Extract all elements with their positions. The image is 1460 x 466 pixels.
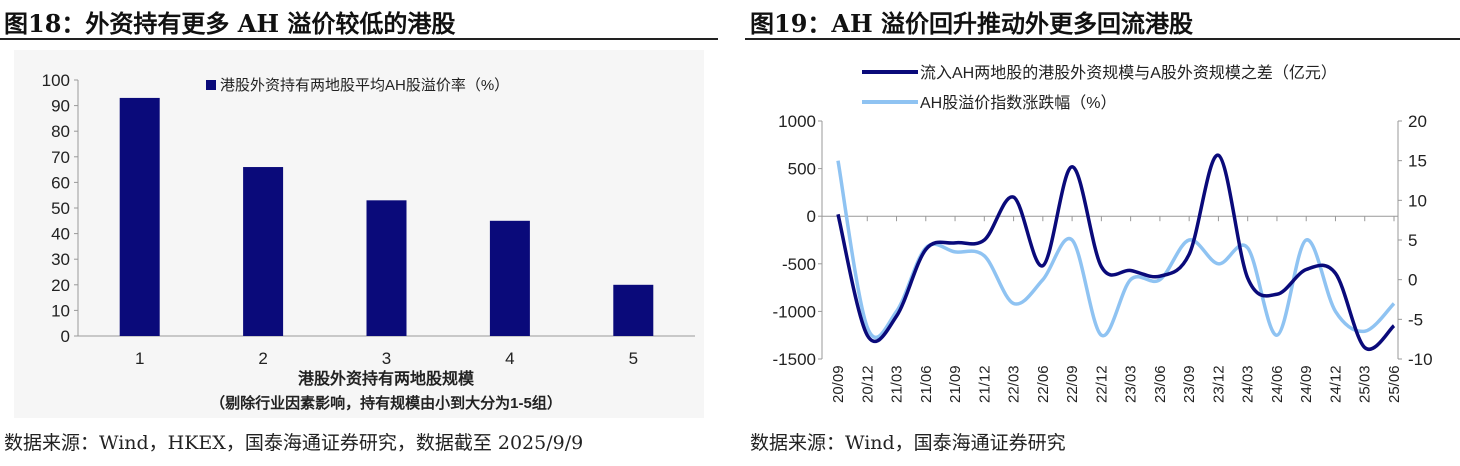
x-tick-label: 23/03 [1123,365,1140,403]
y-tick-label: 100 [42,71,70,90]
bar [243,167,284,336]
y-tick-label: 40 [51,225,70,244]
right-y-tick-label: 20 [1408,112,1427,131]
left-y-tick-label: -500 [782,255,816,274]
x-tick-label: 24/12 [1327,365,1344,403]
legend-swatch [206,80,216,90]
right-y-tick-label: 15 [1408,152,1427,171]
x-tick-label: 23/09 [1181,365,1198,403]
left-title-rule [0,38,718,40]
bar [366,200,407,336]
bar [489,220,530,336]
left-y-tick-label: 1000 [778,112,816,131]
right-y-tick-label: 10 [1408,191,1427,210]
x-tick-label: 23/06 [1152,365,1169,403]
x-tick-label: 22/03 [1006,365,1023,403]
series-line-capital-gap [836,153,1396,351]
x-tick-label: 2 [258,349,267,368]
x-tick-label: 3 [382,349,391,368]
y-tick-label: 10 [51,301,70,320]
x-tick-label: 25/06 [1386,365,1403,403]
x-axis-note: （剔除行业因素影响，持有规模由小到大分为1-5组） [210,394,562,412]
y-tick-label: 60 [51,173,70,192]
bar-chart-background [14,50,704,418]
legend-label: 流入AH两地股的港股外资规模与A股外资规模之差（亿元） [920,64,1337,82]
right-y-tick-label: -5 [1408,310,1423,329]
x-tick-label: 5 [629,349,638,368]
x-tick-label: 22/12 [1093,365,1110,403]
left-y-tick-label: -1000 [773,302,816,321]
x-tick-label: 22/06 [1035,365,1052,403]
y-tick-label: 80 [51,122,70,141]
right-title-rule [745,38,1460,40]
x-tick-label: 24/09 [1298,365,1315,403]
x-tick-label: 21/06 [918,365,935,403]
x-tick-label: 24/06 [1269,365,1286,403]
right-y-tick-label: 0 [1408,271,1417,290]
x-axis-title: 港股外资持有两地股规模 [298,369,475,388]
x-tick-label: 20/12 [859,365,876,403]
x-tick-label: 24/03 [1240,365,1257,403]
y-tick-label: 70 [51,148,70,167]
left-y-tick-label: 0 [807,207,816,226]
left-source: 数据来源：Wind，HKEX，国泰海通证券研究，数据截至 2025/9/9 [4,432,584,454]
x-tick-label: 20/09 [830,365,847,403]
x-tick-label: 21/09 [947,365,964,403]
y-tick-label: 0 [61,327,70,346]
legend-label: AH股溢价指数涨跌幅（%） [920,94,1116,112]
right-y-tick-label: 5 [1408,231,1417,250]
legend-label: 港股外资持有两地股平均AH股溢价率（%） [220,77,509,94]
x-tick-label: 21/12 [976,365,993,403]
x-tick-label: 23/12 [1210,365,1227,403]
y-tick-label: 30 [51,250,70,269]
series-line-ah-premium [836,160,1396,339]
x-tick-label: 25/03 [1357,365,1374,403]
x-tick-label: 4 [505,349,514,368]
right-source: 数据来源：Wind，国泰海通证券研究 [750,432,1066,454]
x-tick-label: 1 [135,349,144,368]
bar [613,284,654,336]
right-figure-title: 图19：AH 溢价回升推动外更多回流港股 [750,9,1194,38]
y-tick-label: 50 [51,199,70,218]
left-figure-title: 图18：外资持有更多 AH 溢价较低的港股 [4,9,456,38]
x-tick-label: 21/03 [889,365,906,403]
x-tick-label: 22/09 [1064,365,1081,403]
y-tick-label: 90 [51,97,70,116]
y-tick-label: 20 [51,276,70,295]
right-y-tick-label: -10 [1408,350,1433,369]
left-y-tick-label: 500 [788,160,816,179]
bar [119,97,160,336]
left-y-tick-label: -1500 [773,350,816,369]
